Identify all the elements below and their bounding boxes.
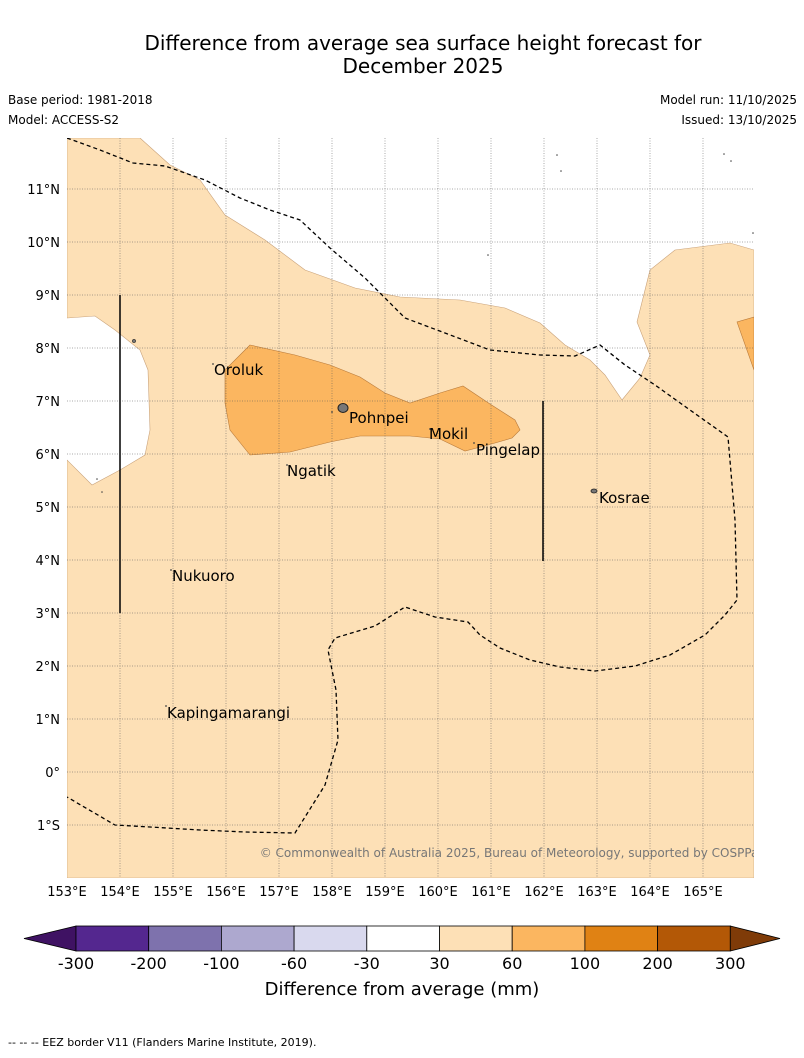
lon-tick-label: 158°E: [312, 885, 352, 900]
lat-gridlines: [67, 188, 754, 826]
map-panel: Oroluk Pohnpei Mokil Pingelap Ngatik Kos…: [67, 138, 765, 878]
small-island-marker: [132, 339, 136, 343]
lat-tick-label: 4°N: [36, 554, 61, 569]
colorbar-tick: -100: [203, 954, 239, 973]
colorbar-swatch: [657, 925, 731, 952]
lat-tick-label: 7°N: [36, 395, 61, 410]
lat-tick-label: 1°S: [37, 819, 60, 834]
colorbar-swatch: [366, 925, 440, 952]
place-label-kosrae: Kosrae: [599, 489, 650, 507]
eez-border-north: [67, 138, 738, 834]
colorbar-tick: -300: [58, 954, 94, 973]
anomaly-30-60-region: [67, 138, 754, 878]
chart-title: Difference from average sea surface heig…: [0, 32, 804, 78]
lat-tick-label: 5°N: [36, 501, 61, 516]
kosrae-island-marker: [590, 488, 598, 494]
colorbar-tick: 60: [502, 954, 522, 973]
place-label-oroluk: Oroluk: [214, 361, 263, 379]
colorbar-tick: -30: [354, 954, 380, 973]
model-run: Model run: 11/10/2025: [659, 93, 797, 107]
longitude-labels: 153°E 154°E 155°E 156°E 157°E 158°E 159°E 160°E…: [47, 885, 723, 900]
lat-tick-label: 10°N: [27, 236, 60, 251]
lon-tick-label: 157°E: [259, 885, 299, 900]
lon-tick-label: 165°E: [683, 885, 723, 900]
lon-tick-label: 155°E: [153, 885, 193, 900]
place-label-nukuoro: Nukuoro: [172, 567, 235, 585]
footer-note: -- -- -- EEZ border V11 (Flanders Marine…: [8, 1036, 317, 1049]
model-name: Model: ACCESS-S2: [8, 113, 120, 127]
place-label-pohnpei: Pohnpei: [349, 409, 409, 427]
colorbar-tick: 300: [715, 954, 746, 973]
latitude-labels: 11°N 10°N 9°N 8°N 7°N 6°N 5°N 4°N 3°N 2°N 1°N 0° 1°S: [27, 183, 60, 834]
place-label-mokil: Mokil: [429, 425, 468, 443]
place-label-kapingamarangi: Kapingamarangi: [167, 704, 290, 722]
colorbar-tick: -200: [131, 954, 167, 973]
colorbar-tick: 30: [429, 954, 449, 973]
anomaly-60-100-pohnpei: [224, 344, 521, 456]
lon-tick-label: 159°E: [365, 885, 405, 900]
colorbar-swatch: [148, 925, 222, 952]
lat-tick-label: 3°N: [36, 607, 61, 622]
colorbar-label: Difference from average (mm): [265, 979, 540, 1000]
lat-tick-label: 8°N: [36, 342, 61, 357]
lat-tick-label: 1°N: [36, 713, 61, 728]
lon-tick-label: 160°E: [418, 885, 458, 900]
colorbar-tick: -60: [281, 954, 307, 973]
place-labels: Oroluk Pohnpei Mokil Pingelap Ngatik Kos…: [167, 361, 650, 722]
copyright-notice: © Commonwealth of Australia 2025, Bureau…: [260, 846, 765, 860]
atoll-dots: [96, 153, 754, 707]
colorbar-tick-labels: -300 -200 -100 -60 -30 30 60 100 200 300: [58, 954, 746, 973]
place-label-ngatik: Ngatik: [287, 462, 336, 480]
lon-tick-label: 154°E: [100, 885, 140, 900]
lat-tick-label: 2°N: [36, 660, 61, 675]
colorbar-extend-high: [729, 925, 781, 952]
lon-tick-label: 163°E: [577, 885, 617, 900]
colorbar-tick: 100: [570, 954, 601, 973]
colorbar-swatch: [293, 925, 368, 952]
colorbar-swatch: [439, 925, 513, 952]
lon-tick-label: 161°E: [471, 885, 511, 900]
lat-tick-label: 9°N: [36, 289, 61, 304]
colorbar-swatch: [511, 925, 586, 952]
pohnpei-island-marker: [337, 403, 349, 413]
title-line-2: December 2025: [342, 54, 504, 78]
anomaly-60-100-east: [736, 316, 754, 371]
lat-tick-label: 6°N: [36, 448, 61, 463]
lon-tick-label: 162°E: [524, 885, 564, 900]
base-period: Base period: 1981-2018: [8, 93, 153, 107]
lat-tick-label: 0°: [45, 766, 60, 781]
colorbar-swatch: [220, 925, 295, 952]
colorbar-swatch: [584, 925, 659, 952]
place-label-pingelap: Pingelap: [476, 441, 540, 459]
colorbar: [23, 925, 781, 952]
colorbar-extend-low: [23, 925, 77, 952]
lat-tick-label: 11°N: [27, 183, 60, 198]
lon-tick-label: 153°E: [47, 885, 87, 900]
colorbar-swatch: [75, 925, 150, 952]
issued-date: Issued: 13/10/2025: [681, 113, 797, 127]
lon-tick-label: 156°E: [206, 885, 246, 900]
colorbar-tick: 200: [642, 954, 673, 973]
title-line-1: Difference from average sea surface heig…: [144, 31, 702, 55]
lon-tick-label: 164°E: [630, 885, 670, 900]
